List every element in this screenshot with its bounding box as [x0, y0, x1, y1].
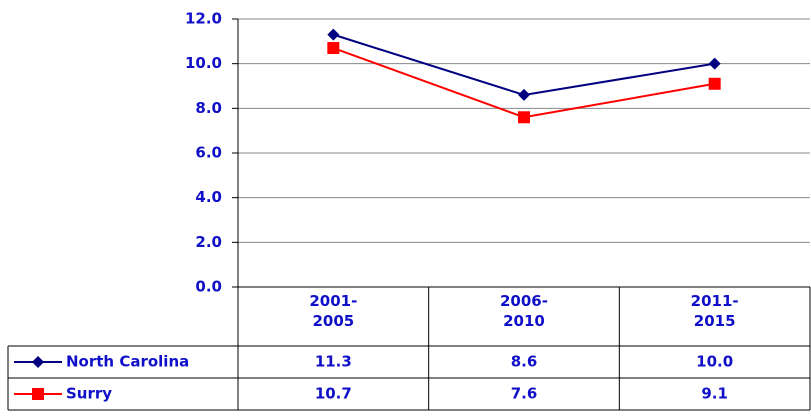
data-label: 11.3: [315, 353, 352, 371]
point: [708, 77, 721, 90]
data-label: 7.6: [511, 385, 538, 403]
x-tick-cell: 2011-2015: [690, 292, 739, 330]
legend-label: North Carolina: [66, 353, 189, 371]
point: [708, 57, 721, 70]
x-tick-cell: 2001-2005: [309, 292, 358, 330]
point: [327, 28, 340, 41]
data-label: 10.7: [315, 385, 352, 403]
y-tick-label: 12.0: [185, 10, 222, 28]
point: [327, 42, 340, 55]
series-line: [333, 33, 715, 96]
y-tick-label: 8.0: [195, 99, 222, 117]
y-tick-label: 0.0: [195, 278, 222, 296]
point: [32, 356, 44, 368]
point: [518, 88, 530, 101]
series-line: [332, 47, 715, 119]
legend-label: Surry: [66, 385, 112, 403]
x-tick-cell: 2006-2010: [499, 292, 548, 330]
x-tick-label: 2001-2005: [309, 292, 358, 330]
y-tick-label: 4.0: [195, 188, 222, 206]
data-label: 10.0: [696, 353, 733, 371]
data-label: 8.6: [511, 353, 538, 371]
point: [32, 388, 44, 400]
x-tick-label: 2006-2010: [499, 292, 548, 330]
x-tick-label: 2011-2015: [690, 292, 739, 330]
y-tick-label: 10.0: [185, 54, 222, 72]
data-label: 9.1: [701, 385, 728, 403]
y-tick-label: 6.0: [195, 144, 222, 162]
point: [518, 111, 530, 124]
y-tick-label: 2.0: [195, 233, 222, 251]
